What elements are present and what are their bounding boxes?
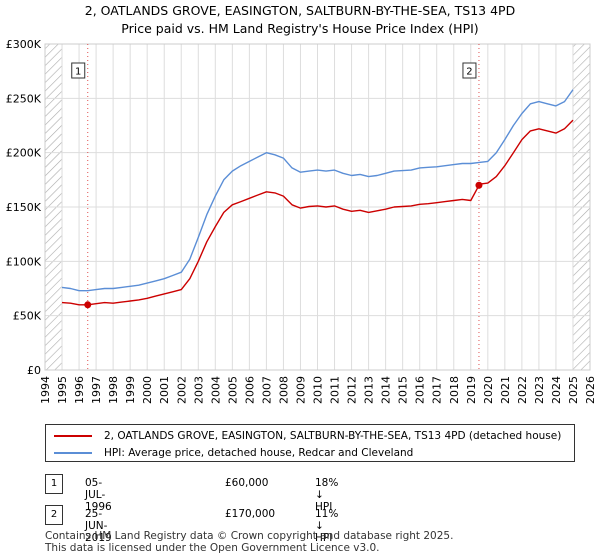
x-tick-label-2009: 2009 (294, 376, 307, 404)
sale-date-1: 05-JUL-1996 (85, 477, 112, 513)
x-tick-label-2018: 2018 (448, 376, 461, 404)
sale-label-box-2 (462, 62, 477, 79)
property-price-line (61, 119, 574, 306)
x-tick-label-1995: 1995 (56, 376, 69, 404)
sale-date-2: 25-JUN-2019 (85, 508, 112, 544)
legend-label-hpi: HPI: Average price, detached house, Redc… (104, 447, 414, 459)
sale-badge-2: 2 (45, 505, 63, 525)
x-tick-label-2017: 2017 (431, 376, 444, 404)
y-tick-label-1: £50K (13, 310, 42, 323)
x-tick-label-2012: 2012 (346, 376, 359, 404)
y-tick-label-6: £300K (6, 38, 42, 51)
y-tick-label-5: £250K (6, 92, 42, 105)
x-tick-label-2021: 2021 (499, 376, 512, 404)
x-tick-label-2004: 2004 (209, 376, 222, 404)
sale-point-2 (475, 181, 483, 189)
chart-title: 2, OATLANDS GROVE, EASINGTON, SALTBURN-B… (0, 2, 600, 38)
legend-item-property: 2, OATLANDS GROVE, EASINGTON, SALTBURN-B… (54, 428, 561, 444)
x-tick-label-2010: 2010 (312, 376, 325, 404)
x-tick-label-2023: 2023 (533, 376, 546, 404)
x-tick-label-1994: 1994 (39, 376, 52, 404)
price-chart: £0 £50K £100K £150K £200K £250K £300K 1994 1995 1… (6, 38, 597, 404)
legend-item-hpi: HPI: Average price, detached house, Redc… (54, 445, 413, 461)
sale-hpi-diff-2: 11% ↓ HPI (315, 508, 339, 544)
footer-licence: This data is licensed under the Open Gov… (45, 542, 380, 554)
x-tick-label-2015: 2015 (397, 376, 410, 404)
y-tick-label-4: £200K (6, 147, 42, 160)
x-tick-label-2000: 2000 (141, 376, 154, 404)
y-tick-label-0: £0 (27, 364, 41, 377)
x-tick-label-2007: 2007 (260, 376, 273, 404)
sale-badge-1: 1 (45, 474, 63, 494)
hpi-line (61, 89, 574, 292)
x-tick-label-2019: 2019 (465, 376, 478, 404)
x-tick-label-1999: 1999 (124, 376, 137, 404)
x-tick-label-2005: 2005 (226, 376, 239, 404)
x-tick-label-2008: 2008 (277, 376, 290, 404)
x-tick-label-1996: 1996 (73, 376, 86, 404)
y-tick-label-2: £100K (6, 255, 42, 268)
sale-price-1: £60,000 (225, 477, 269, 489)
legend-swatch-property (54, 435, 92, 437)
sale-point-1 (84, 301, 92, 309)
x-tick-label-2022: 2022 (516, 376, 529, 404)
sale-price-2: £170,000 (225, 508, 276, 520)
plot-frame (44, 43, 591, 371)
x-tick-label-2025: 2025 (567, 376, 580, 404)
x-tick-label-2001: 2001 (158, 376, 171, 404)
legend: 2, OATLANDS GROVE, EASINGTON, SALTBURN-B… (45, 424, 575, 462)
x-tick-label-1998: 1998 (107, 376, 120, 404)
x-tick-label-2026: 2026 (584, 376, 597, 404)
sale-label-1: 1 (75, 67, 81, 78)
x-tick-label-2024: 2024 (550, 376, 563, 404)
legend-swatch-hpi (54, 452, 92, 454)
footer: Contains HM Land Registry data © Crown c… (45, 530, 453, 554)
title-line-2: Price paid vs. HM Land Registry's House … (121, 21, 479, 36)
x-tick-label-2013: 2013 (363, 376, 376, 404)
sale-label-2: 2 (466, 67, 472, 78)
x-tick-label-2020: 2020 (482, 376, 495, 404)
legend-label-property: 2, OATLANDS GROVE, EASINGTON, SALTBURN-B… (104, 430, 562, 442)
x-tick-label-2016: 2016 (414, 376, 427, 404)
sale-hpi-diff-1: 18% ↓ HPI (315, 477, 339, 513)
sale-label-box-1 (71, 62, 86, 79)
x-tick-label-2014: 2014 (380, 376, 393, 404)
x-tick-label-2003: 2003 (192, 376, 205, 404)
x-tick-label-1997: 1997 (90, 376, 103, 404)
y-tick-label-3: £150K (6, 201, 42, 214)
x-tick-label-2002: 2002 (175, 376, 188, 404)
x-tick-label-2006: 2006 (243, 376, 256, 404)
x-tick-label-2011: 2011 (329, 376, 342, 404)
footer-copyright: Contains HM Land Registry data © Crown c… (45, 530, 454, 542)
title-line-1: 2, OATLANDS GROVE, EASINGTON, SALTBURN-B… (84, 3, 516, 18)
